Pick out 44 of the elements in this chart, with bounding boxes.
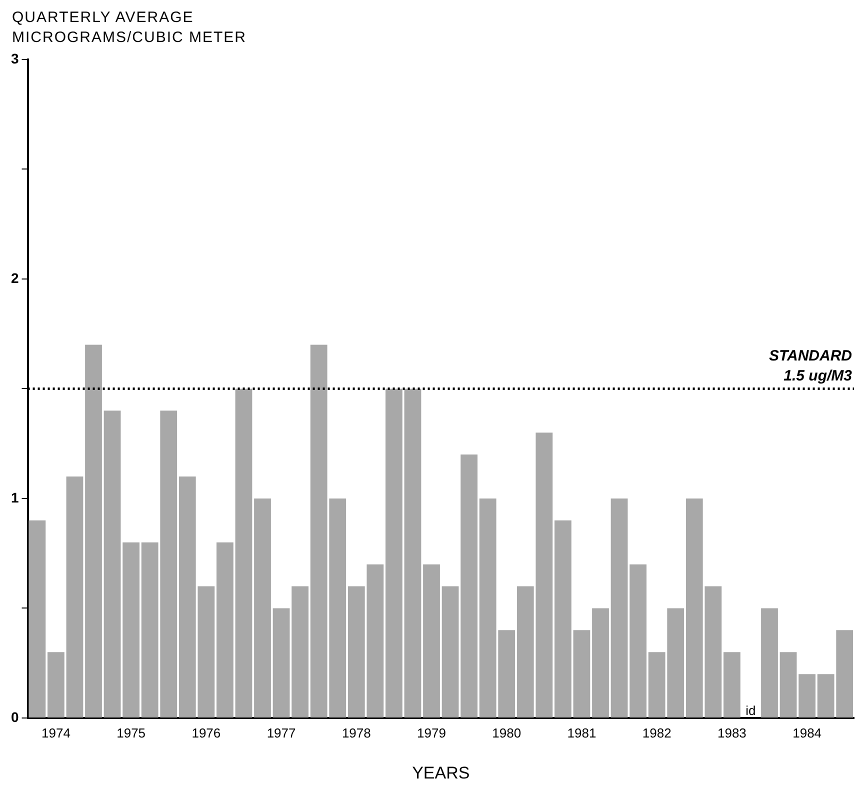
bar [610, 498, 628, 718]
bar [386, 388, 402, 718]
bar [122, 542, 140, 718]
bar [404, 388, 422, 718]
bar [573, 630, 590, 718]
bar [442, 586, 459, 718]
bar [723, 652, 740, 718]
x-tick-label: 1975 [116, 725, 146, 740]
x-axis-title: YEARS [412, 763, 470, 782]
bar [798, 674, 816, 718]
bar [28, 520, 46, 718]
y-tick-label: 1 [10, 489, 19, 506]
annotation: id [746, 703, 756, 718]
bar [85, 344, 102, 718]
bar [66, 476, 84, 718]
bar [292, 586, 309, 718]
y-tick-label: 0 [10, 708, 19, 725]
x-tick-label: 1979 [417, 725, 446, 740]
x-tick-label: 1978 [342, 725, 371, 740]
bar [254, 498, 271, 718]
bar [460, 454, 478, 718]
x-tick-label: 1984 [792, 725, 822, 740]
x-tick-label: 1983 [717, 725, 746, 740]
y-axis-title: QUARTERLY AVERAGE MICROGRAMS/CUBIC METER [11, 8, 248, 48]
bar [104, 410, 121, 718]
bar [235, 388, 252, 718]
bar [216, 542, 234, 718]
y-tick-label: 2 [10, 270, 19, 286]
x-tick-label: 1981 [567, 725, 596, 740]
x-tick-label: 1980 [492, 725, 522, 740]
bar [48, 652, 64, 718]
bar [423, 564, 440, 718]
x-tick-label: 1977 [266, 725, 296, 740]
x-tick-label: 1976 [192, 725, 221, 740]
bar [554, 520, 572, 718]
bar [630, 564, 647, 718]
ref-line-label: STANDARD 1.5 ug/M3 [768, 348, 853, 385]
bar [592, 608, 609, 718]
bar [761, 608, 778, 718]
bar [780, 652, 797, 718]
x-tick-label: 1982 [642, 725, 672, 740]
x-tick-label: 1974 [41, 725, 70, 740]
bar [272, 608, 290, 718]
y-tick-label: 3 [10, 50, 19, 66]
